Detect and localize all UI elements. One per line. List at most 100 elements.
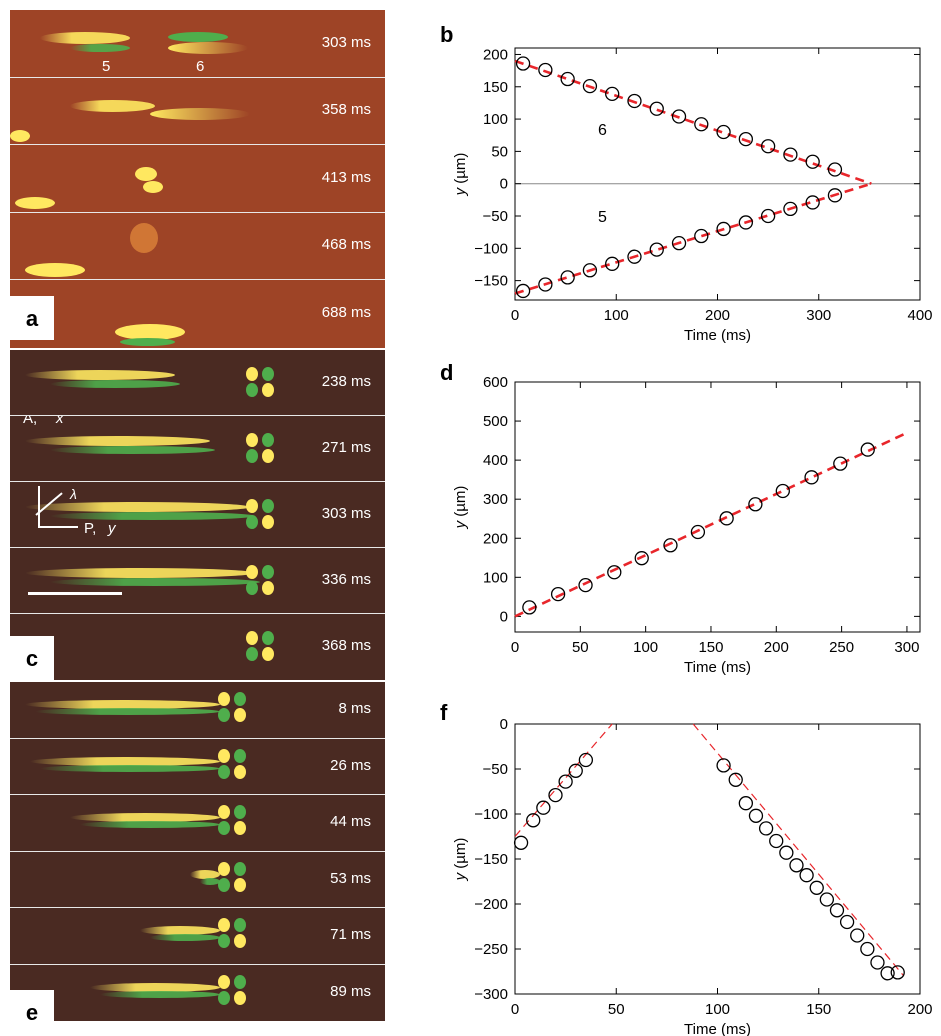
data-point [578,752,594,768]
y-tick-label: 100 [483,111,508,128]
micrograph-frame: 271 ms A, x [10,416,385,482]
panel-label-d: d [440,360,454,385]
defect-lobe [262,367,274,381]
y-tick-label: 500 [483,413,508,430]
data-point [558,774,573,789]
point-defect [240,495,280,535]
data-point [716,221,731,237]
defect-lobe [246,515,258,529]
series-annotation: 5 [598,209,607,226]
micrograph-stack-c: 238 ms 271 ms A, x 303 ms λ P, y 336 ms 368 ms [10,350,385,680]
micrograph-frame: 303 ms λ P, y [10,482,385,548]
defect-lobe [218,861,230,876]
defect-lobe [262,581,274,595]
data-point [748,497,763,512]
data-point [526,813,541,828]
defect-streak [25,700,220,709]
data-point [805,195,820,210]
defect-streak [25,370,175,380]
fit-line [514,431,908,618]
defect-streak [80,821,220,828]
micrograph-frame: 71 ms [10,908,385,965]
data-point [605,86,620,102]
data-point [783,147,798,162]
data-point [829,903,845,918]
frame-time-label: 303 ms [321,33,371,51]
data-point [671,109,687,124]
data-point [738,131,753,147]
y-tick-label: 50 [491,143,508,160]
defect-lobe [218,748,230,763]
data-point [719,511,734,526]
defect-lobe [234,877,246,892]
defect-lobe [218,934,230,948]
defect-streak [168,42,248,54]
data-point [671,235,687,251]
data-point [515,283,531,299]
defect-blob [120,338,175,346]
defect-blob [10,129,30,142]
micrograph-frame: 358 ms [10,77,385,145]
data-point [728,772,743,787]
frame-divider [10,794,385,795]
defect-streak [50,512,255,520]
data-point [890,965,905,980]
y-axis-variable: y [452,519,469,529]
defect-lobe [234,974,246,989]
x-tick-label: 300 [806,307,831,324]
defect-streak [70,44,130,52]
data-point [827,162,843,177]
y-tick-label: 200 [483,530,508,547]
frame-time-label: 26 ms [330,756,371,774]
y-tick-label: 0 [500,716,508,733]
x-tick-label: 400 [907,307,932,324]
frame-time-label: 468 ms [321,236,371,254]
y-axis-label: y (µm) [452,486,469,530]
data-point [548,787,563,803]
data-point [536,800,551,815]
defect-lobe [218,877,230,892]
defect-lobe [262,565,274,579]
defect-lobe [246,499,258,513]
defect-lobe [262,383,274,397]
data-point [760,139,776,154]
defect-lobe [234,805,246,819]
point-defect [240,363,280,403]
x-tick-label: 100 [633,639,658,656]
data-point [694,117,709,132]
defect-lobe [246,367,258,381]
defect-lobe [246,631,258,645]
y-tick-label: 600 [483,374,508,391]
defect-streak [40,764,220,772]
data-point [582,263,598,278]
data-point [627,249,642,264]
defect-streak [190,869,220,879]
frame-time-label: 53 ms [330,869,371,887]
defect-lobe [218,974,230,989]
point-defect [212,914,252,954]
frame-divider [10,963,385,965]
data-point [880,966,895,981]
data-point [804,470,819,485]
data-point [738,796,753,811]
y-axis-label: y (µm) [452,153,469,197]
fit-line [692,723,905,977]
data-point [607,565,622,580]
defect-lobe [262,631,274,645]
defect-blob [15,197,55,209]
micrograph-frame: 688 ms [10,280,385,348]
micrograph-frame: 89 ms [10,964,385,1021]
defect-streak [50,446,215,454]
data-point [690,524,706,540]
defect-lobe [218,764,230,779]
micrograph-frame: 303 ms 5 6 [10,10,385,78]
defect-lobe [262,515,274,529]
frame-divider [10,547,385,548]
horizontal-axis-arrow [38,526,78,528]
defect-streak [25,568,255,578]
x-tick-label: 50 [608,1001,625,1018]
y-axis-label: y [108,520,116,537]
defect-lobe [234,861,246,876]
defect-lobe [218,821,230,835]
data-point [522,600,537,615]
